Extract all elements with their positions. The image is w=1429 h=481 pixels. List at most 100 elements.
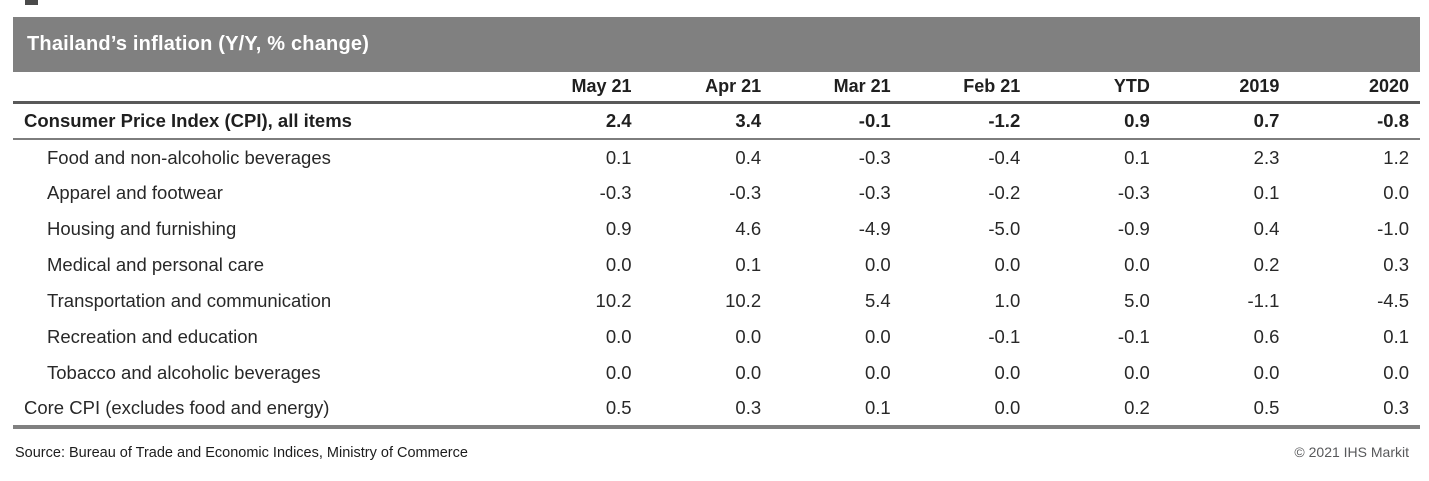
cell-value: 3.4 bbox=[642, 102, 773, 140]
cell-value: 0.0 bbox=[864, 362, 891, 383]
cell-value: 0.9 bbox=[605, 218, 632, 239]
cell-value: -4.9 bbox=[858, 218, 891, 239]
column-header-may21: May 21 bbox=[513, 72, 643, 104]
cell-value: -0.3 bbox=[729, 182, 762, 203]
cell-value: 0.1 bbox=[1124, 146, 1150, 168]
cell-value: 0.0 bbox=[735, 362, 762, 383]
cell-value: 5.0 bbox=[1124, 290, 1150, 311]
header-row: May 21 Apr 21 Mar 21 Feb 21 YTD 2019 202… bbox=[13, 72, 1420, 104]
table-row: Medical and personal care 0.0 0.1 0.0 0.… bbox=[13, 247, 1420, 283]
cell-value: 0.0 bbox=[994, 254, 1021, 275]
cell-value: -0.2 bbox=[988, 182, 1021, 203]
cell-value: 0.1 bbox=[735, 254, 762, 275]
cell-value: 0.7 bbox=[1160, 102, 1291, 140]
cell-value: 0.6 bbox=[1253, 326, 1280, 347]
source-note: Source: Bureau of Trade and Economic Ind… bbox=[15, 445, 468, 461]
row-label: Consumer Price Index (CPI), all items bbox=[13, 102, 513, 140]
table-row: Recreation and education 0.0 0.0 0.0 -0.… bbox=[13, 319, 1420, 355]
cell-value: 10.2 bbox=[725, 290, 762, 311]
cell-value: -0.8 bbox=[1290, 102, 1420, 140]
column-header-2019: 2019 bbox=[1160, 72, 1291, 104]
cell-value: 0.5 bbox=[513, 391, 643, 429]
cell-value: 0.1 bbox=[1253, 182, 1280, 203]
cell-value: 0.4 bbox=[1253, 218, 1280, 239]
column-header-apr21: Apr 21 bbox=[642, 72, 773, 104]
table-header: May 21 Apr 21 Mar 21 Feb 21 YTD 2019 202… bbox=[13, 72, 1420, 104]
cell-value: 0.4 bbox=[735, 146, 762, 168]
cell-value: 0.1 bbox=[605, 146, 632, 168]
cell-value: 0.0 bbox=[1383, 182, 1409, 203]
row-label: Housing and furnishing bbox=[47, 218, 237, 239]
figure-footer: Source: Bureau of Trade and Economic Ind… bbox=[15, 444, 1409, 461]
column-header-2020: 2020 bbox=[1290, 72, 1420, 104]
copyright-note: © 2021 IHS Markit bbox=[1294, 444, 1409, 460]
row-label: Recreation and education bbox=[47, 326, 258, 347]
cell-value: -0.4 bbox=[988, 146, 1021, 168]
column-header-ytd: YTD bbox=[1031, 72, 1161, 104]
cell-value: 0.3 bbox=[642, 391, 773, 429]
row-label: Tobacco and alcoholic beverages bbox=[47, 362, 321, 383]
cell-value: 4.6 bbox=[735, 218, 762, 239]
cell-value: 0.0 bbox=[901, 391, 1032, 429]
table-row: Apparel and footwear -0.3 -0.3 -0.3 -0.2… bbox=[13, 175, 1420, 211]
cell-value: 0.5 bbox=[1160, 391, 1291, 429]
table-title: Thailand’s inflation (Y/Y, % change) bbox=[27, 33, 370, 55]
crop-artifact-mark bbox=[25, 0, 38, 5]
table-title-bar: Thailand’s inflation (Y/Y, % change) bbox=[13, 17, 1420, 72]
cell-value: 0.0 bbox=[1253, 362, 1280, 383]
cell-value: -1.2 bbox=[901, 102, 1032, 140]
cell-value: -0.3 bbox=[1117, 182, 1150, 203]
row-label: Medical and personal care bbox=[47, 254, 264, 275]
table-body: Consumer Price Index (CPI), all items 2.… bbox=[13, 102, 1420, 429]
cell-value: -5.0 bbox=[988, 218, 1021, 239]
cell-value: 0.0 bbox=[1124, 362, 1150, 383]
cell-value: 0.3 bbox=[1290, 391, 1420, 429]
cell-value: 0.0 bbox=[1124, 254, 1150, 275]
row-label: Transportation and communication bbox=[47, 290, 332, 311]
cell-value: 0.0 bbox=[864, 326, 891, 347]
cell-value: 0.1 bbox=[772, 391, 902, 429]
cell-value: 0.9 bbox=[1031, 102, 1161, 140]
column-header-mar21: Mar 21 bbox=[772, 72, 902, 104]
cell-value: 2.4 bbox=[513, 102, 643, 140]
cell-value: 1.2 bbox=[1383, 146, 1409, 168]
cell-value: 5.4 bbox=[864, 290, 891, 311]
cell-value: -0.3 bbox=[858, 146, 891, 168]
table-row: Food and non-alcoholic beverages 0.1 0.4… bbox=[13, 139, 1420, 175]
cell-value: 10.2 bbox=[595, 290, 632, 311]
cell-value: -0.1 bbox=[988, 326, 1021, 347]
cell-value: 0.0 bbox=[735, 326, 762, 347]
cell-value: -0.3 bbox=[599, 182, 632, 203]
cell-value: 0.0 bbox=[994, 362, 1021, 383]
cell-value: -1.0 bbox=[1377, 218, 1409, 239]
row-label: Food and non-alcoholic beverages bbox=[47, 146, 331, 168]
inflation-table: May 21 Apr 21 Mar 21 Feb 21 YTD 2019 202… bbox=[13, 72, 1420, 429]
table-row: Housing and furnishing 0.9 4.6 -4.9 -5.0… bbox=[13, 211, 1420, 247]
row-label: Core CPI (excludes food and energy) bbox=[13, 391, 513, 429]
cell-value: 0.0 bbox=[605, 326, 632, 347]
table-row: Transportation and communication 10.2 10… bbox=[13, 283, 1420, 319]
cell-value: 0.2 bbox=[1031, 391, 1161, 429]
cell-value: 0.0 bbox=[605, 362, 632, 383]
row-label-column-header bbox=[13, 72, 513, 104]
cell-value: 2.3 bbox=[1253, 146, 1280, 168]
cell-value: 0.3 bbox=[1383, 254, 1409, 275]
table-row: Consumer Price Index (CPI), all items 2.… bbox=[13, 102, 1420, 140]
cell-value: -0.3 bbox=[858, 182, 891, 203]
cell-value: 0.0 bbox=[1383, 362, 1409, 383]
table-row: Core CPI (excludes food and energy) 0.5 … bbox=[13, 391, 1420, 429]
column-header-feb21: Feb 21 bbox=[901, 72, 1032, 104]
cell-value: 0.2 bbox=[1253, 254, 1280, 275]
cell-value: 0.0 bbox=[605, 254, 632, 275]
cell-value: -0.9 bbox=[1117, 218, 1150, 239]
table-row: Tobacco and alcoholic beverages 0.0 0.0 … bbox=[13, 355, 1420, 391]
cell-value: -1.1 bbox=[1247, 290, 1280, 311]
cell-value: -0.1 bbox=[1117, 326, 1150, 347]
cell-value: -4.5 bbox=[1377, 290, 1409, 311]
row-label: Apparel and footwear bbox=[47, 182, 223, 203]
cell-value: -0.1 bbox=[772, 102, 902, 140]
cell-value: 0.0 bbox=[864, 254, 891, 275]
cell-value: 1.0 bbox=[994, 290, 1021, 311]
cell-value: 0.1 bbox=[1383, 326, 1409, 347]
